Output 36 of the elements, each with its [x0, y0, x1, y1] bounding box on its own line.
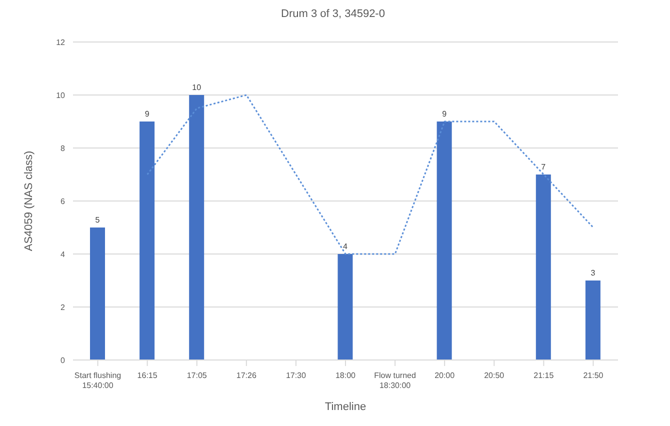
x-tick-label: 18:00	[335, 371, 356, 380]
data-label: 9	[144, 110, 150, 118]
y-tick-label: 10	[56, 90, 66, 100]
x-axis-title: Timeline	[324, 401, 366, 413]
x-tick-label: 21:15	[534, 371, 554, 380]
y-tick-label: 4	[60, 250, 66, 259]
x-tick-label: Start flushing 15:40:00	[74, 371, 122, 390]
x-tick-label: 21:50	[583, 371, 604, 380]
bar	[338, 254, 353, 360]
bar	[90, 228, 105, 360]
y-tick-label: 2	[60, 302, 66, 312]
x-tick-label: 20:00	[434, 371, 456, 380]
bar	[189, 95, 204, 360]
data-label: 9	[442, 110, 448, 118]
data-label: 4	[343, 242, 348, 251]
data-label: 5	[95, 216, 100, 224]
chart-title: Drum 3 of 3, 34592-0	[280, 8, 386, 20]
data-label: 7	[541, 162, 546, 172]
y-axis-title: AS4059 (NAS class)	[22, 150, 35, 252]
x-tick-label: 16:15	[137, 371, 158, 380]
bar	[436, 122, 452, 360]
data-label: 10	[192, 83, 202, 92]
y-tick-label: 6	[60, 196, 66, 206]
x-tick-label: Flow turned 18:30:00	[374, 371, 416, 390]
x-tick-label: 17:26	[236, 371, 257, 380]
data-label: 3	[590, 268, 596, 278]
bar	[140, 122, 155, 360]
x-tick-label: 17:30	[286, 371, 307, 380]
x-tick-label: 17:05	[186, 371, 208, 380]
y-tick-label: 0	[60, 356, 66, 365]
y-tick-label: 12	[56, 38, 66, 47]
x-tick-label: 20:50	[484, 371, 505, 380]
line-series	[146, 94, 594, 255]
y-tick-label: 8	[60, 144, 66, 153]
bar	[536, 174, 551, 360]
bar	[585, 280, 600, 360]
